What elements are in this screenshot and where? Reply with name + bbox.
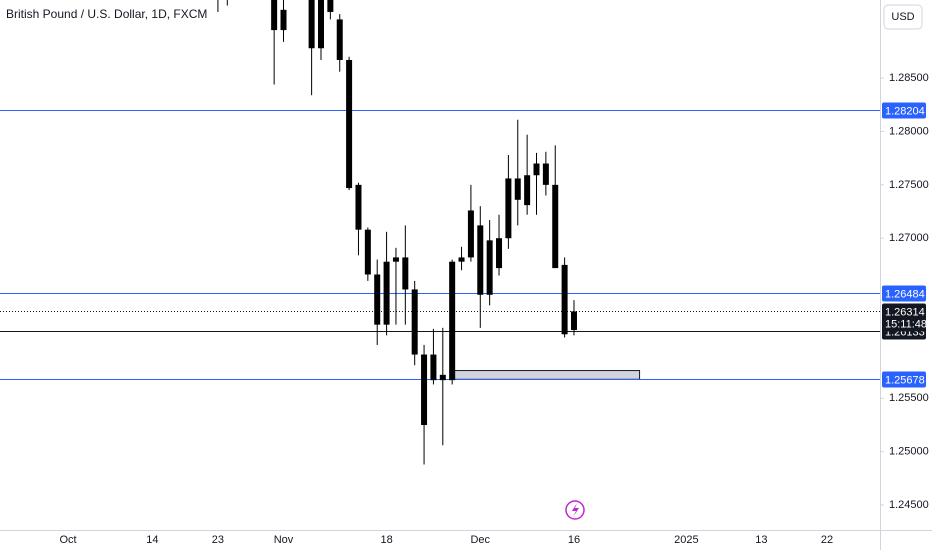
candle-body bbox=[317, 0, 324, 49]
candle-body bbox=[336, 19, 343, 60]
x-tick-label: Oct bbox=[59, 534, 76, 546]
candle-body bbox=[327, 0, 334, 12]
x-tick-label: 22 bbox=[821, 534, 833, 546]
candle-body bbox=[280, 9, 287, 31]
candle-body bbox=[430, 354, 437, 381]
candle-body bbox=[374, 274, 381, 325]
chart-title: British Pound / U.S. Dollar, 1D, FXCM bbox=[6, 7, 207, 21]
level-label: 1.28204 bbox=[885, 105, 925, 117]
candle-body bbox=[355, 184, 362, 230]
candle-body bbox=[383, 261, 390, 325]
candle-body bbox=[308, 0, 315, 49]
x-tick-label: 23 bbox=[212, 534, 224, 546]
x-tick-label: 18 bbox=[380, 534, 392, 546]
candle-body bbox=[561, 264, 568, 335]
x-tick-label: 14 bbox=[146, 534, 158, 546]
candle-body bbox=[524, 175, 531, 206]
candle-body bbox=[346, 59, 353, 189]
current-price-box bbox=[882, 303, 926, 332]
candle-body bbox=[467, 210, 474, 258]
candle-body bbox=[542, 163, 549, 185]
event-icon[interactable] bbox=[565, 500, 585, 520]
candle-body bbox=[552, 184, 559, 269]
candle-body bbox=[439, 374, 446, 381]
x-tick-label: Nov bbox=[274, 534, 294, 546]
candle-body bbox=[477, 225, 484, 295]
plot-area bbox=[0, 0, 880, 465]
y-tick-label: 1.27500 bbox=[889, 179, 929, 191]
currency-label[interactable]: USD bbox=[891, 11, 914, 23]
current-price-label: 1.26314 bbox=[885, 306, 925, 318]
y-tick-label: 1.28500 bbox=[889, 72, 929, 84]
level-label: 1.26484 bbox=[885, 288, 925, 300]
candle-body bbox=[570, 311, 577, 330]
candle-body bbox=[514, 178, 521, 200]
y-tick-label: 1.25500 bbox=[889, 392, 929, 404]
candle-body bbox=[411, 289, 418, 355]
candle-body bbox=[402, 257, 409, 290]
candle-body bbox=[449, 261, 456, 381]
y-tick-label: 1.28000 bbox=[889, 125, 929, 137]
y-tick-label: 1.27000 bbox=[889, 232, 929, 244]
level-label: 1.25678 bbox=[885, 374, 925, 386]
candle-body bbox=[505, 178, 512, 239]
y-tick-label: 1.24500 bbox=[889, 499, 929, 511]
candle-body bbox=[533, 163, 540, 176]
x-tick-label: 2025 bbox=[674, 534, 698, 546]
candle-body bbox=[364, 229, 371, 275]
x-tick-label: 13 bbox=[755, 534, 767, 546]
candle-body bbox=[271, 0, 278, 31]
candle-body bbox=[458, 257, 465, 262]
candle-body bbox=[486, 240, 493, 295]
currency-button[interactable] bbox=[883, 4, 923, 30]
candle-body bbox=[496, 238, 503, 269]
candle-body bbox=[421, 354, 428, 425]
x-tick-label: Dec bbox=[470, 534, 490, 546]
level-label-box bbox=[882, 371, 926, 388]
candle-body bbox=[392, 257, 399, 262]
y-tick-label: 1.25000 bbox=[889, 446, 929, 458]
zone-rect bbox=[451, 370, 641, 380]
countdown-label: 15:11:48 bbox=[885, 318, 927, 330]
x-tick-label: 16 bbox=[568, 534, 580, 546]
level-label-box bbox=[882, 285, 926, 302]
level-label-box bbox=[882, 102, 926, 119]
